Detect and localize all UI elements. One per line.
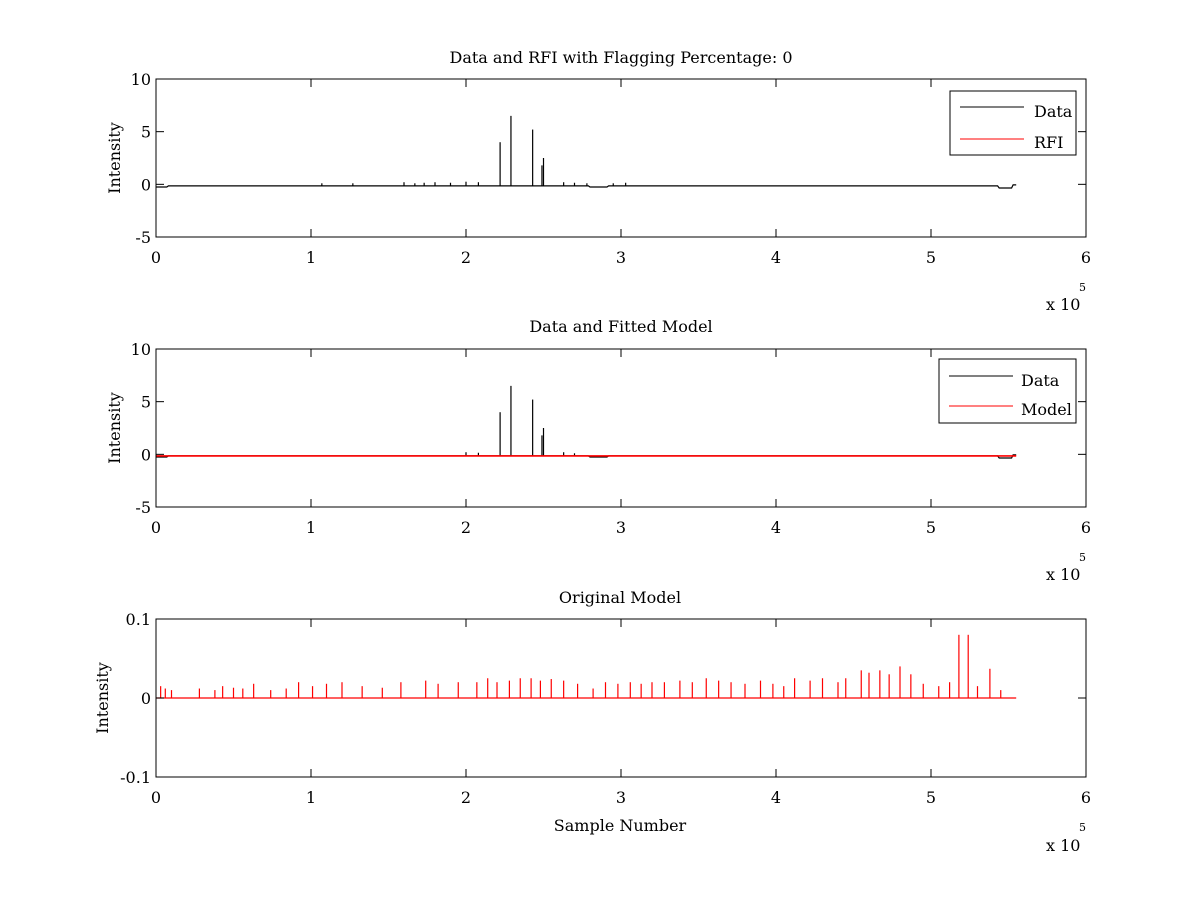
chart-2-x-tick-label: 1 [306, 518, 316, 537]
chart-2-x-tick-label: 4 [771, 518, 781, 537]
chart-1-x-tick-label: 6 [1081, 248, 1091, 267]
chart-1-x-tick-label: 4 [771, 248, 781, 267]
chart-3-plot-area [156, 634, 1017, 699]
chart-2-x-tick-label: 2 [461, 518, 471, 537]
chart-2-x-exponent: x 10 [1046, 565, 1080, 584]
chart-1-x-tick-label: 3 [616, 248, 626, 267]
chart-panel-3: Original Model Intensity 0 1 2 3 4 5 6-0.100.1… [93, 588, 1091, 855]
chart-3-y-tick-label: 0 [141, 689, 151, 708]
chart-1-x-exponent-power: 5 [1079, 281, 1086, 294]
chart-2-y-tick-label: 5 [141, 393, 151, 412]
chart-1-x-tick-label: 1 [306, 248, 316, 267]
chart-2-y-tick-label: -5 [135, 498, 151, 517]
chart-1-series-data-line [156, 184, 1017, 189]
chart-3-x-tick-label: 6 [1081, 788, 1091, 807]
chart-2-x-tick-label: 0 [151, 518, 161, 537]
chart-2-x-tick-label: 5 [926, 518, 936, 537]
chart-2-legend-label-data: Data [1021, 371, 1060, 390]
chart-3-x-tick-label: 5 [926, 788, 936, 807]
chart-1-legend-label-data: Data [1034, 102, 1073, 121]
chart-1-x-tick-label: 5 [926, 248, 936, 267]
chart-1-y-tick-label: 0 [141, 175, 151, 194]
chart-1-x-tick-label: 2 [461, 248, 471, 267]
chart-2-legend-box [938, 358, 1077, 424]
chart-1-plot-area [156, 115, 1017, 189]
chart-3-x-tick-label: 3 [616, 788, 626, 807]
chart-2-y-tick-label: 0 [141, 445, 151, 464]
chart-1-legend-label-rfi: RFI [1034, 133, 1063, 152]
chart-3-y-tick-label: 0.1 [126, 610, 151, 629]
chart-1-x-tick-label: 0 [151, 248, 161, 267]
chart-3-y-tick-label: -0.1 [120, 768, 151, 787]
chart-1-legend-box [949, 90, 1077, 156]
chart-3-x-exponent: x 10 [1046, 836, 1080, 855]
chart-1-title: Data and RFI with Flagging Percentage: 0 [449, 48, 792, 67]
chart-3-x-tick-label: 1 [306, 788, 316, 807]
chart-2-y-tick-label: 10 [131, 340, 151, 359]
chart-3-xlabel: Sample Number [554, 816, 687, 835]
chart-panel-2: Data and Fitted Model Intensity 0 1 2 3 4 5 6 -… [105, 317, 1091, 584]
chart-3-x-exponent-power: 5 [1079, 821, 1086, 834]
chart-3-ylabel: Intensity [93, 662, 112, 734]
chart-2-x-tick-label: 6 [1081, 518, 1091, 537]
chart-2-legend-label-model: Model [1021, 400, 1072, 419]
chart-2-x-tick-label: 3 [616, 518, 626, 537]
chart-1-ylabel: Intensity [105, 122, 124, 194]
chart-2-plot-area [156, 385, 1017, 459]
chart-1-x-exponent: x 10 [1046, 295, 1080, 314]
chart-1-y-tick-label: 5 [141, 123, 151, 142]
chart-3-ticks: 0 1 2 3 4 5 6-0.100.1 [120, 610, 1091, 807]
chart-panel-1: Data and RFI with Flagging Percentage: 0… [105, 48, 1091, 314]
chart-2-title: Data and Fitted Model [529, 317, 712, 336]
chart-2-ylabel: Intensity [105, 392, 124, 464]
chart-3-x-tick-label: 0 [151, 788, 161, 807]
chart-3-title: Original Model [559, 588, 681, 607]
chart-2-legend: Data Model [938, 358, 1077, 424]
chart-1-legend: Data RFI [949, 90, 1077, 156]
chart-3-x-tick-label: 2 [461, 788, 471, 807]
chart-1-y-tick-label: -5 [135, 228, 151, 247]
chart-3-x-tick-label: 4 [771, 788, 781, 807]
chart-1-y-tick-label: 10 [131, 70, 151, 89]
chart-2-x-exponent-power: 5 [1079, 551, 1086, 564]
